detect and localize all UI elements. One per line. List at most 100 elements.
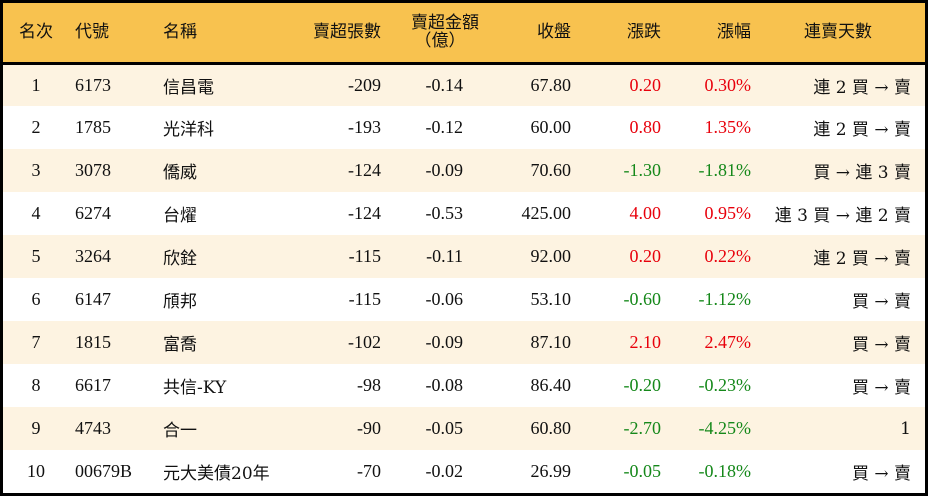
header-rank: 名次: [3, 3, 69, 65]
table-row: 6 6147 頎邦 -115 -0.06 53.10 -0.60 -1.12% …: [3, 278, 925, 321]
code-cell: 3264: [75, 246, 111, 266]
change-pct-cell: -0.18%: [698, 461, 752, 481]
close-cell: 92.00: [530, 246, 572, 266]
table-row: 2 1785 光洋科 -193 -0.12 60.00 0.80 1.35% 連…: [3, 106, 925, 149]
change-cell: -0.60: [623, 289, 662, 309]
net-sell-lots-cell: -124: [348, 203, 381, 223]
net-sell-amount-cell: -0.53: [425, 203, 464, 223]
name-cell: 信昌電: [163, 77, 214, 98]
net-sell-lots-cell: -98: [357, 375, 381, 395]
change-pct-cell: -0.23%: [698, 375, 752, 395]
close-cell: 425.00: [521, 203, 572, 223]
close-cell: 70.60: [530, 160, 572, 180]
change-cell: 4.00: [629, 203, 662, 223]
rank-cell: 5: [31, 246, 41, 266]
header-close: 收盤: [481, 3, 571, 65]
net-sell-amount-cell: -0.05: [425, 418, 464, 438]
header-change: 漲跌: [571, 3, 661, 65]
table-row: 5 3264 欣銓 -115 -0.11 92.00 0.20 0.22% 連 …: [3, 235, 925, 278]
code-cell: 1785: [75, 117, 111, 137]
net-sell-lots-cell: -115: [348, 246, 381, 266]
streak-cell: 連 2 買 → 賣: [813, 249, 911, 269]
name-cell: 僑威: [163, 163, 197, 183]
rank-cell: 6: [31, 289, 41, 309]
change-pct-cell: 1.35%: [704, 117, 752, 137]
close-cell: 26.99: [530, 461, 572, 481]
change-cell: 2.10: [629, 332, 662, 352]
code-cell: 6147: [75, 289, 111, 309]
code-cell: 00679B: [75, 461, 133, 481]
name-cell: 頎邦: [163, 292, 197, 312]
name-cell: 合一: [163, 421, 197, 441]
streak-cell: 買 → 連 3 賣: [813, 163, 911, 183]
net-sell-amount-cell: -0.12: [425, 117, 464, 137]
net-sell-amount-cell: -0.08: [425, 375, 464, 395]
code-cell: 6173: [75, 74, 111, 95]
header-change-pct: 漲幅: [661, 3, 751, 65]
header-net-sell-amount: 賣超金額 （億）: [381, 3, 481, 65]
streak-cell: 連 3 買 → 連 2 賣: [774, 206, 911, 226]
change-cell: -2.70: [623, 418, 662, 438]
header-streak: 連賣天數: [751, 3, 925, 65]
header-net-sell-amount-line1: 賣超金額: [411, 13, 479, 34]
name-cell: 元大美債20年: [163, 464, 270, 484]
rank-cell: 9: [31, 418, 41, 438]
table-header-row: 名次 代號 名稱 賣超張數 賣超金額 （億） 收盤 漲跌 漲幅 連賣天數: [3, 3, 925, 65]
close-cell: 60.00: [530, 117, 572, 137]
header-name: 名稱: [155, 3, 285, 65]
header-net-sell-lots: 賣超張數: [285, 3, 381, 65]
table-row: 1 6173 信昌電 -209 -0.14 67.80 0.20 0.30% 連…: [3, 63, 925, 106]
rank-cell: 4: [31, 203, 41, 223]
change-cell: -0.05: [623, 461, 662, 481]
net-sell-lots-cell: -115: [348, 289, 381, 309]
streak-cell: 1: [900, 418, 911, 439]
rank-cell: 3: [31, 160, 41, 180]
table-row: 10 00679B 元大美債20年 -70 -0.02 26.99 -0.05 …: [3, 450, 925, 493]
name-cell: 光洋科: [163, 120, 214, 140]
table-row: 7 1815 富喬 -102 -0.09 87.10 2.10 2.47% 買 …: [3, 321, 925, 364]
net-sell-lots-cell: -193: [348, 117, 381, 137]
rank-cell: 7: [31, 332, 41, 352]
code-cell: 6274: [75, 203, 111, 223]
code-cell: 6617: [75, 375, 111, 395]
change-cell: 0.80: [629, 117, 662, 137]
name-cell: 台燿: [163, 206, 197, 226]
streak-cell: 連 2 買 → 賣: [813, 77, 911, 98]
change-pct-cell: 2.47%: [704, 332, 752, 352]
change-pct-cell: -1.81%: [698, 160, 752, 180]
change-cell: 0.20: [629, 74, 662, 95]
close-cell: 67.80: [530, 74, 572, 95]
streak-cell: 買 → 賣: [851, 292, 911, 312]
header-code: 代號: [69, 3, 155, 65]
net-sell-lots-cell: -124: [348, 160, 381, 180]
code-cell: 1815: [75, 332, 111, 352]
rank-cell: 10: [27, 461, 45, 481]
close-cell: 53.10: [530, 289, 572, 309]
table-row: 4 6274 台燿 -124 -0.53 425.00 4.00 0.95% 連…: [3, 192, 925, 235]
net-sell-lots-cell: -102: [348, 332, 381, 352]
change-cell: -1.30: [623, 160, 662, 180]
name-cell: 共信-KY: [163, 378, 227, 398]
net-sell-amount-cell: -0.02: [425, 461, 464, 481]
net-sell-amount-cell: -0.06: [425, 289, 464, 309]
net-sell-lots-cell: -90: [357, 418, 381, 438]
streak-cell: 買 → 賣: [851, 335, 911, 355]
net-sell-amount-cell: -0.09: [425, 160, 464, 180]
rank-cell: 8: [31, 375, 41, 395]
table-row: 9 4743 合一 -90 -0.05 60.80 -2.70 -4.25% 1: [3, 407, 925, 450]
name-cell: 欣銓: [163, 249, 197, 269]
rank-cell: 1: [31, 74, 41, 95]
code-cell: 3078: [75, 160, 111, 180]
change-pct-cell: 0.95%: [704, 203, 752, 223]
change-pct-cell: -4.25%: [698, 418, 752, 438]
net-sell-lots-cell: -70: [357, 461, 381, 481]
change-cell: 0.20: [629, 246, 662, 266]
net-sell-amount-cell: -0.14: [425, 74, 464, 95]
change-cell: -0.20: [623, 375, 662, 395]
code-cell: 4743: [75, 418, 111, 438]
rank-cell: 2: [31, 117, 41, 137]
header-net-sell-amount-line2: （億）: [414, 31, 466, 52]
change-pct-cell: -1.12%: [698, 289, 752, 309]
net-sell-ranking-table: 名次 代號 名稱 賣超張數 賣超金額 （億） 收盤 漲跌 漲幅 連賣天數 1 6…: [3, 3, 925, 493]
net-sell-amount-cell: -0.11: [426, 246, 463, 266]
